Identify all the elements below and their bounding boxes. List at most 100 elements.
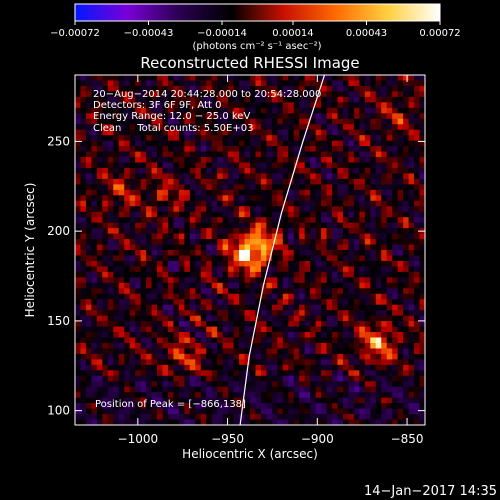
- heatmap-cell: [80, 222, 87, 229]
- heatmap-cell: [342, 129, 349, 136]
- heatmap-cell: [206, 370, 213, 377]
- heatmap-cell: [189, 102, 196, 109]
- heatmap-cell: [337, 315, 344, 322]
- heatmap-cell: [282, 140, 289, 147]
- heatmap-cell: [244, 255, 251, 262]
- heatmap-cell: [337, 386, 344, 393]
- heatmap-cell: [304, 102, 311, 109]
- heatmap-cell: [239, 310, 245, 317]
- heatmap-cell: [310, 233, 317, 240]
- heatmap-cell: [250, 239, 256, 245]
- heatmap-cell: [326, 85, 333, 92]
- heatmap-cell: [233, 118, 240, 125]
- heatmap-cell: [255, 244, 262, 251]
- heatmap-cell: [91, 288, 98, 295]
- heatmap-cell: [321, 91, 327, 98]
- heatmap-cell: [140, 260, 147, 267]
- heatmap-cell: [321, 96, 327, 103]
- heatmap-cell: [392, 337, 399, 344]
- heatmap-cell: [255, 260, 262, 267]
- heatmap-cell: [129, 342, 136, 349]
- heatmap-cell: [408, 282, 415, 289]
- heatmap-cell: [348, 419, 355, 425]
- heatmap-cell: [140, 135, 147, 142]
- heatmap-cell: [96, 91, 103, 98]
- heatmap-cell: [293, 228, 300, 234]
- heatmap-cell: [91, 408, 98, 415]
- heatmap-cell: [266, 288, 273, 295]
- heatmap-cell: [244, 392, 251, 399]
- heatmap-cell: [146, 200, 152, 207]
- heatmap-cell: [326, 364, 333, 371]
- heatmap-cell: [419, 102, 425, 109]
- heatmap-cell: [157, 124, 163, 131]
- heatmap-cell: [310, 146, 317, 152]
- heatmap-cell: [392, 107, 399, 114]
- heatmap-cell: [332, 321, 338, 327]
- heatmap-cell: [195, 200, 202, 207]
- heatmap-cell: [173, 348, 180, 355]
- heatmap-cell: [315, 250, 322, 256]
- heatmap-cell: [403, 146, 409, 152]
- heatmap-cell: [211, 107, 218, 114]
- heatmap-cell: [408, 195, 415, 202]
- heatmap-cell: [277, 299, 284, 306]
- heatmap-cell: [277, 250, 284, 256]
- heatmap-cell: [299, 124, 306, 131]
- heatmap-cell: [375, 342, 382, 349]
- heatmap-cell: [364, 299, 371, 306]
- heatmap-cell: [206, 200, 213, 207]
- heatmap-cell: [414, 250, 420, 256]
- heatmap-cell: [255, 91, 262, 98]
- heatmap-cell: [184, 228, 191, 234]
- heatmap-cell: [233, 211, 240, 218]
- heatmap-cell: [293, 337, 300, 344]
- heatmap-cell: [375, 157, 382, 163]
- heatmap-cell: [91, 392, 98, 399]
- heatmap-cell: [386, 217, 393, 224]
- heatmap-cell: [233, 337, 240, 344]
- heatmap-cell: [304, 91, 311, 98]
- heatmap-cell: [315, 381, 322, 388]
- heatmap-cell: [200, 408, 207, 415]
- heatmap-cell: [96, 342, 103, 349]
- heatmap-cell: [353, 157, 360, 163]
- heatmap-cell: [304, 129, 311, 136]
- heatmap-cell: [364, 310, 371, 317]
- heatmap-cell: [408, 151, 415, 158]
- heatmap-cell: [342, 206, 349, 213]
- heatmap-cell: [80, 244, 87, 251]
- heatmap-cell: [239, 364, 245, 371]
- heatmap-cell: [250, 353, 256, 360]
- heatmap-cell: [206, 222, 213, 229]
- heatmap-cell: [353, 348, 360, 355]
- heatmap-cell: [353, 102, 360, 109]
- heatmap-cell: [310, 419, 317, 425]
- heatmap-cell: [173, 162, 180, 169]
- heatmap-cell: [250, 206, 256, 213]
- heatmap-cell: [189, 255, 196, 262]
- heatmap-cell: [91, 321, 98, 327]
- heatmap-cell: [375, 91, 382, 98]
- heatmap-cell: [211, 419, 218, 425]
- heatmap-cell: [217, 157, 224, 163]
- heatmap-cell: [85, 91, 92, 98]
- heatmap-cell: [96, 135, 103, 142]
- heatmap-cell: [91, 386, 98, 393]
- heatmap-cell: [266, 107, 273, 114]
- heatmap-cell: [381, 381, 388, 388]
- heatmap-cell: [370, 151, 377, 158]
- heatmap-cell: [326, 146, 333, 152]
- heatmap-cell: [124, 140, 131, 147]
- heatmap-cell: [310, 277, 317, 284]
- heatmap-cell: [260, 403, 267, 409]
- heatmap-cell: [293, 408, 300, 415]
- heatmap-cell: [332, 217, 338, 224]
- heatmap-cell: [135, 299, 142, 306]
- heatmap-cell: [381, 304, 388, 311]
- heatmap-cell: [206, 140, 213, 147]
- heatmap-cell: [102, 184, 109, 191]
- heatmap-cell: [293, 288, 300, 295]
- heatmap-cell: [102, 239, 109, 245]
- heatmap-cell: [151, 102, 158, 109]
